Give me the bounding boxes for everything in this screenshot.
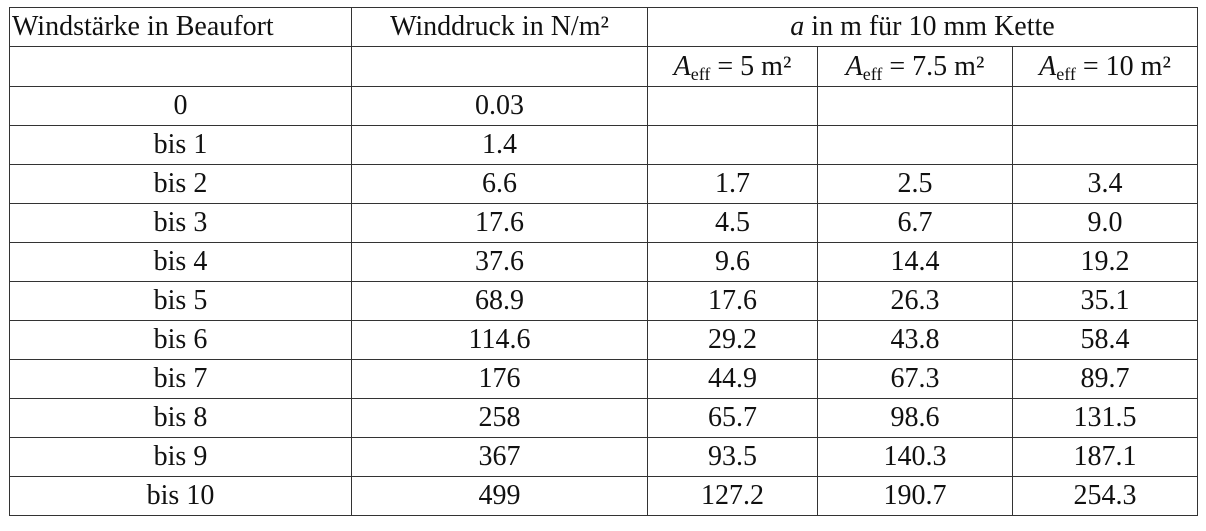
subheader-cell: Aeff = 10 m² (1012, 46, 1198, 87)
data-cell: 29.2 (647, 320, 818, 360)
header-cell: a in m für 10 mm Kette (647, 7, 1198, 47)
data-cell: 1.4 (351, 125, 648, 165)
table-body: Windstärke in Beaufort Winddruck in N/m² a… (9, 7, 1198, 516)
data-cell: 3.4 (1012, 164, 1198, 204)
data-cell: bis 10 (9, 476, 352, 516)
symbol: A (673, 50, 691, 82)
subheader-text: = 5 m² (710, 50, 792, 82)
subheader-row: Aeff = 5 m² Aeff = 7.5 m² Aeff = 10 m² (9, 46, 1198, 87)
data-cell: bis 2 (9, 164, 352, 204)
data-cell: 499 (351, 476, 648, 516)
data-cell: bis 8 (9, 398, 352, 438)
data-cell: bis 3 (9, 203, 352, 243)
symbol: A (1039, 50, 1057, 82)
data-cell: 93.5 (647, 437, 818, 477)
data-cell: 131.5 (1012, 398, 1198, 438)
empty-cell (647, 86, 818, 126)
empty-cell (1012, 125, 1198, 165)
header-cell: Windstärke in Beaufort (9, 7, 352, 47)
data-cell: 58.4 (1012, 320, 1198, 360)
data-cell: 127.2 (647, 476, 818, 516)
data-cell: 190.7 (817, 476, 1013, 516)
data-row: bis 9 367 93.5 140.3 187.1 (9, 437, 1198, 477)
empty-cell (817, 125, 1013, 165)
data-cell: 140.3 (817, 437, 1013, 477)
data-cell: 43.8 (817, 320, 1013, 360)
subscript: eff (1056, 63, 1076, 84)
data-cell: 65.7 (647, 398, 818, 438)
data-row: bis 6 114.6 29.2 43.8 58.4 (9, 320, 1198, 360)
data-cell: bis 1 (9, 125, 352, 165)
data-cell: 0.03 (351, 86, 648, 126)
data-cell: 17.6 (647, 281, 818, 321)
empty-cell (351, 46, 648, 87)
data-cell: 367 (351, 437, 648, 477)
data-cell: 6.6 (351, 164, 648, 204)
wind-table: Windstärke in Beaufort Winddruck in N/m² a… (9, 7, 1198, 516)
header-cell: Winddruck in N/m² (351, 7, 648, 47)
data-cell: 89.7 (1012, 359, 1198, 399)
data-row: bis 1 1.4 (9, 125, 1198, 165)
data-cell: 0 (9, 86, 352, 126)
data-cell: bis 5 (9, 281, 352, 321)
data-cell: 67.3 (817, 359, 1013, 399)
data-cell: 4.5 (647, 203, 818, 243)
subheader-cell: Aeff = 7.5 m² (817, 46, 1013, 87)
data-cell: 176 (351, 359, 648, 399)
empty-cell (817, 86, 1013, 126)
data-cell: 254.3 (1012, 476, 1198, 516)
data-cell: 68.9 (351, 281, 648, 321)
data-cell: bis 6 (9, 320, 352, 360)
data-cell: 98.6 (817, 398, 1013, 438)
subheader-cell: Aeff = 5 m² (647, 46, 818, 87)
subscript: eff (862, 63, 883, 84)
data-cell: 14.4 (817, 242, 1013, 282)
data-cell: 19.2 (1012, 242, 1198, 282)
data-cell: 1.7 (647, 164, 818, 204)
data-cell: 9.6 (647, 242, 818, 282)
data-cell: 258 (351, 398, 648, 438)
header-variable: a (790, 11, 805, 42)
empty-cell (1012, 86, 1198, 126)
data-row: bis 7 176 44.9 67.3 89.7 (9, 359, 1198, 399)
data-row: 0 0.03 (9, 86, 1198, 126)
data-cell: 26.3 (817, 281, 1013, 321)
empty-cell (9, 46, 352, 87)
header-row: Windstärke in Beaufort Winddruck in N/m² a… (9, 7, 1198, 47)
data-row: bis 2 6.6 1.7 2.5 3.4 (9, 164, 1198, 204)
data-cell: 17.6 (351, 203, 648, 243)
data-cell: bis 7 (9, 359, 352, 399)
data-row: bis 4 37.6 9.6 14.4 19.2 (9, 242, 1198, 282)
data-cell: bis 9 (9, 437, 352, 477)
data-cell: 9.0 (1012, 203, 1198, 243)
data-cell: 6.7 (817, 203, 1013, 243)
data-cell: 2.5 (817, 164, 1013, 204)
data-row: bis 10 499 127.2 190.7 254.3 (9, 476, 1198, 516)
data-cell: bis 4 (9, 242, 352, 282)
symbol: A (845, 50, 863, 82)
subheader-text: = 7.5 m² (882, 50, 985, 82)
data-row: bis 8 258 65.7 98.6 131.5 (9, 398, 1198, 438)
data-cell: 114.6 (351, 320, 648, 360)
data-row: bis 5 68.9 17.6 26.3 35.1 (9, 281, 1198, 321)
data-cell: 35.1 (1012, 281, 1198, 321)
empty-cell (647, 125, 818, 165)
subheader-text: = 10 m² (1075, 50, 1171, 82)
data-cell: 44.9 (647, 359, 818, 399)
data-row: bis 3 17.6 4.5 6.7 9.0 (9, 203, 1198, 243)
data-cell: 187.1 (1012, 437, 1198, 477)
subscript: eff (690, 63, 711, 84)
header-text: in m für 10 mm Kette (804, 11, 1055, 42)
data-cell: 37.6 (351, 242, 648, 282)
